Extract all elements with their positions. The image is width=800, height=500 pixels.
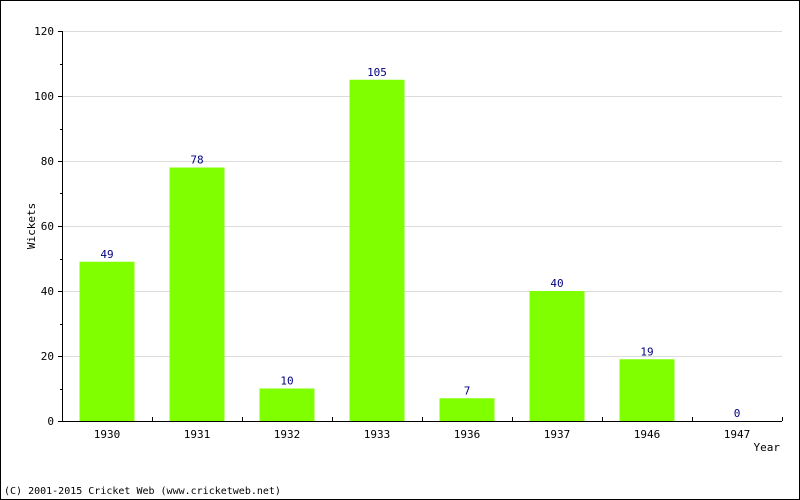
x-tick-label: 1937 <box>544 428 571 441</box>
x-tick-label: 1930 <box>94 428 121 441</box>
x-tick-label: 1933 <box>364 428 391 441</box>
y-tick-label: 60 <box>41 220 54 233</box>
x-axis-title: Year <box>754 441 781 454</box>
data-label: 19 <box>640 345 653 358</box>
bar <box>79 261 135 421</box>
y-tick-label: 20 <box>41 350 54 363</box>
y-axis-title: Wickets <box>25 203 38 249</box>
data-label: 105 <box>367 66 387 79</box>
bar <box>619 359 675 421</box>
data-label: 10 <box>280 375 293 388</box>
data-label: 40 <box>550 277 563 290</box>
x-tick-label: 1936 <box>454 428 481 441</box>
data-label: 49 <box>100 248 113 261</box>
bar <box>169 167 225 421</box>
bar <box>529 291 585 421</box>
data-label: 7 <box>464 384 471 397</box>
y-tick-label: 100 <box>34 90 54 103</box>
bars <box>79 79 675 421</box>
bar <box>259 388 315 421</box>
bar <box>349 79 405 421</box>
y-tick-label: 80 <box>41 155 54 168</box>
data-label: 0 <box>734 407 741 420</box>
y-tick-label: 120 <box>34 25 54 38</box>
y-tick-label: 0 <box>47 415 54 428</box>
x-tick-label: 1947 <box>724 428 751 441</box>
data-label: 78 <box>190 154 203 167</box>
x-tick-label: 1932 <box>274 428 301 441</box>
copyright-notice: (C) 2001-2015 Cricket Web (www.cricketwe… <box>4 486 281 497</box>
bar <box>439 398 495 421</box>
x-tick-label: 1946 <box>634 428 661 441</box>
labels: 0 20 40 60 80 100 120 49 1930 78 1931 10 1932 105 1933… <box>34 25 750 441</box>
axes <box>58 31 783 422</box>
y-tick-label: 40 <box>41 285 54 298</box>
x-tick-label: 1931 <box>184 428 211 441</box>
